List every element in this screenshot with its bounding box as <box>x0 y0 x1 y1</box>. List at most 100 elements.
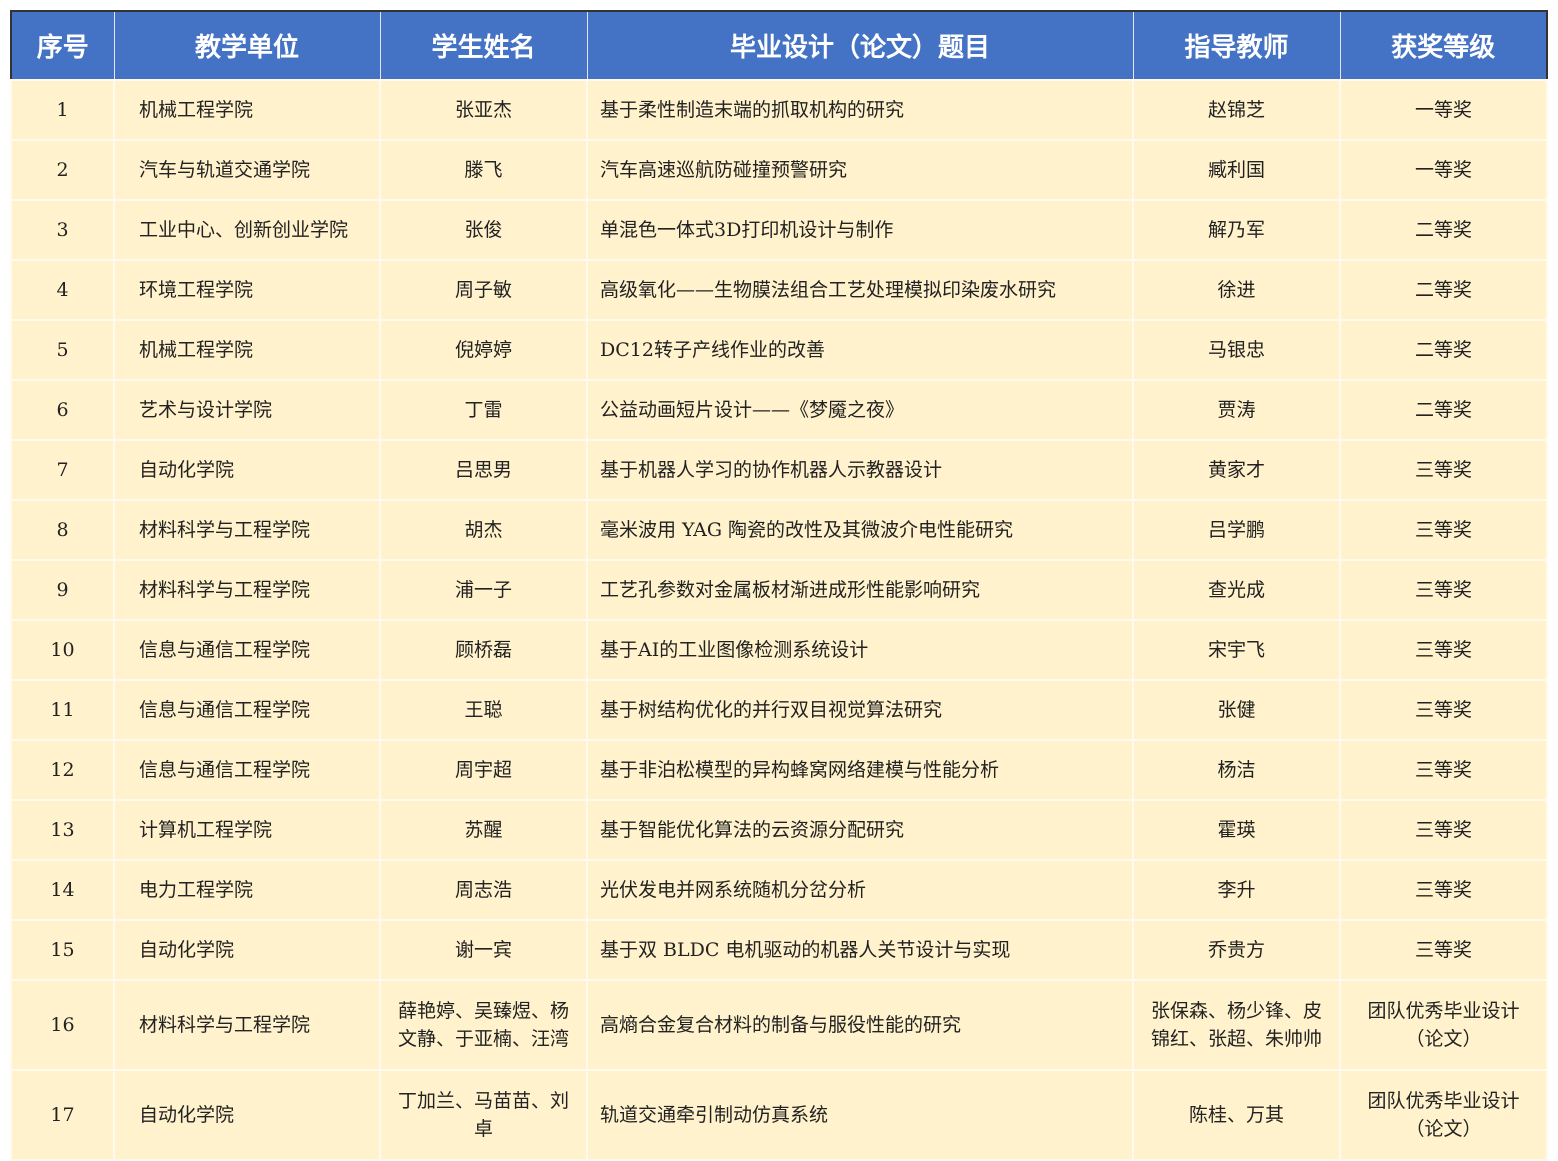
col-award-cell: 团队优秀毕业设计（论文） <box>1339 1069 1548 1161</box>
col-index-header: 序号 <box>10 10 115 81</box>
table-row: 10 信息与通信工程学院 顾桥磊 基于AI的工业图像检测系统设计 宋宇飞 三等奖 <box>10 619 1548 681</box>
col-index-cell: 6 <box>10 379 115 441</box>
col-title-cell: 毫米波用 YAG 陶瓷的改性及其微波介电性能研究 <box>586 499 1134 561</box>
col-title-header: 毕业设计（论文）题目 <box>586 10 1134 81</box>
col-student-cell: 周子敏 <box>379 259 588 321</box>
table-row: 14 电力工程学院 周志浩 光伏发电并网系统随机分岔分析 李升 三等奖 <box>10 859 1548 921</box>
col-unit-cell: 自动化学院 <box>113 919 381 981</box>
col-advisor-cell: 张保森、杨少锋、皮锦红、张超、朱帅帅 <box>1132 979 1341 1071</box>
table-row: 9 材料科学与工程学院 浦一子 工艺孔参数对金属板材渐进成形性能影响研究 查光成 三等奖 <box>10 559 1548 621</box>
col-title-cell: 基于双 BLDC 电机驱动的机器人关节设计与实现 <box>586 919 1134 981</box>
col-student-cell: 周宇超 <box>379 739 588 801</box>
col-unit-cell: 艺术与设计学院 <box>113 379 381 441</box>
col-advisor-cell: 马银忠 <box>1132 319 1341 381</box>
col-index-cell: 14 <box>10 859 115 921</box>
col-award-cell: 三等奖 <box>1339 559 1548 621</box>
col-title-cell: 基于树结构优化的并行双目视觉算法研究 <box>586 679 1134 741</box>
col-award-cell: 二等奖 <box>1339 199 1548 261</box>
col-index-cell: 4 <box>10 259 115 321</box>
col-student-cell: 张俊 <box>379 199 588 261</box>
col-student-cell: 浦一子 <box>379 559 588 621</box>
col-index-cell: 2 <box>10 139 115 201</box>
col-award-cell: 三等奖 <box>1339 619 1548 681</box>
col-advisor-cell: 霍瑛 <box>1132 799 1341 861</box>
col-unit-cell: 信息与通信工程学院 <box>113 619 381 681</box>
col-advisor-cell: 查光成 <box>1132 559 1341 621</box>
col-title-cell: 单混色一体式3D打印机设计与制作 <box>586 199 1134 261</box>
col-student-cell: 周志浩 <box>379 859 588 921</box>
col-unit-cell: 机械工程学院 <box>113 319 381 381</box>
col-index-cell: 10 <box>10 619 115 681</box>
col-unit-cell: 工业中心、创新创业学院 <box>113 199 381 261</box>
col-title-cell: DC12转子产线作业的改善 <box>586 319 1134 381</box>
col-unit-cell: 机械工程学院 <box>113 79 381 141</box>
table-row: 4 环境工程学院 周子敏 高级氧化——生物膜法组合工艺处理模拟印染废水研究 徐进 二等奖 <box>10 259 1548 321</box>
col-student-cell: 谢一宾 <box>379 919 588 981</box>
col-student-header: 学生姓名 <box>379 10 588 81</box>
col-title-cell: 公益动画短片设计——《梦魇之夜》 <box>586 379 1134 441</box>
col-advisor-cell: 徐进 <box>1132 259 1341 321</box>
col-unit-cell: 汽车与轨道交通学院 <box>113 139 381 201</box>
col-award-cell: 一等奖 <box>1339 139 1548 201</box>
col-student-cell: 吕思男 <box>379 439 588 501</box>
col-award-cell: 三等奖 <box>1339 799 1548 861</box>
col-award-cell: 二等奖 <box>1339 259 1548 321</box>
col-title-cell: 基于AI的工业图像检测系统设计 <box>586 619 1134 681</box>
col-unit-cell: 环境工程学院 <box>113 259 381 321</box>
col-unit-cell: 电力工程学院 <box>113 859 381 921</box>
col-index-cell: 1 <box>10 79 115 141</box>
col-unit-cell: 计算机工程学院 <box>113 799 381 861</box>
col-unit-cell: 信息与通信工程学院 <box>113 739 381 801</box>
table-row: 7 自动化学院 吕思男 基于机器人学习的协作机器人示教器设计 黄家才 三等奖 <box>10 439 1548 501</box>
col-student-cell: 张亚杰 <box>379 79 588 141</box>
table-row: 17 自动化学院 丁加兰、马苗苗、刘卓 轨道交通牵引制动仿真系统 陈桂、万其 团队优秀毕业… <box>10 1069 1548 1161</box>
col-advisor-cell: 赵锦芝 <box>1132 79 1341 141</box>
col-index-cell: 9 <box>10 559 115 621</box>
col-unit-cell: 材料科学与工程学院 <box>113 559 381 621</box>
table-row: 11 信息与通信工程学院 王聪 基于树结构优化的并行双目视觉算法研究 张健 三等奖 <box>10 679 1548 741</box>
col-title-cell: 高级氧化——生物膜法组合工艺处理模拟印染废水研究 <box>586 259 1134 321</box>
col-title-cell: 轨道交通牵引制动仿真系统 <box>586 1069 1134 1161</box>
col-student-cell: 顾桥磊 <box>379 619 588 681</box>
col-unit-cell: 材料科学与工程学院 <box>113 979 381 1071</box>
col-award-cell: 一等奖 <box>1339 79 1548 141</box>
col-title-cell: 工艺孔参数对金属板材渐进成形性能影响研究 <box>586 559 1134 621</box>
col-unit-cell: 自动化学院 <box>113 439 381 501</box>
col-index-cell: 5 <box>10 319 115 381</box>
col-award-header: 获奖等级 <box>1339 10 1548 81</box>
col-title-cell: 汽车高速巡航防碰撞预警研究 <box>586 139 1134 201</box>
col-title-cell: 基于非泊松模型的异构蜂窝网络建模与性能分析 <box>586 739 1134 801</box>
table-row: 5 机械工程学院 倪婷婷 DC12转子产线作业的改善 马银忠 二等奖 <box>10 319 1548 381</box>
col-advisor-cell: 宋宇飞 <box>1132 619 1341 681</box>
awards-table: 序号 教学单位 学生姓名 毕业设计（论文）题目 指导教师 获奖等级 1 机械工程学院 张亚杰基… <box>10 10 1548 1161</box>
col-title-cell: 基于柔性制造末端的抓取机构的研究 <box>586 79 1134 141</box>
col-student-cell: 滕飞 <box>379 139 588 201</box>
col-index-cell: 3 <box>10 199 115 261</box>
col-index-cell: 13 <box>10 799 115 861</box>
col-advisor-cell: 陈桂、万其 <box>1132 1069 1341 1161</box>
col-title-cell: 高熵合金复合材料的制备与服役性能的研究 <box>586 979 1134 1071</box>
col-award-cell: 三等奖 <box>1339 739 1548 801</box>
col-unit-cell: 信息与通信工程学院 <box>113 679 381 741</box>
col-index-cell: 15 <box>10 919 115 981</box>
col-student-cell: 倪婷婷 <box>379 319 588 381</box>
table-row: 13 计算机工程学院 苏醒 基于智能优化算法的云资源分配研究 霍瑛 三等奖 <box>10 799 1548 861</box>
col-index-cell: 12 <box>10 739 115 801</box>
col-student-cell: 薛艳婷、吴臻煜、杨文静、于亚楠、汪湾 <box>379 979 588 1071</box>
table-row: 6 艺术与设计学院 丁雷 公益动画短片设计——《梦魇之夜》 贾涛 二等奖 <box>10 379 1548 441</box>
col-student-cell: 王聪 <box>379 679 588 741</box>
col-unit-header: 教学单位 <box>113 10 381 81</box>
col-award-cell: 二等奖 <box>1339 319 1548 381</box>
col-student-cell: 胡杰 <box>379 499 588 561</box>
col-award-cell: 三等奖 <box>1339 859 1548 921</box>
col-award-cell: 三等奖 <box>1339 919 1548 981</box>
col-award-cell: 团队优秀毕业设计（论文） <box>1339 979 1548 1071</box>
col-index-cell: 16 <box>10 979 115 1071</box>
col-advisor-cell: 杨洁 <box>1132 739 1341 801</box>
col-advisor-cell: 李升 <box>1132 859 1341 921</box>
col-advisor-header: 指导教师 <box>1132 10 1341 81</box>
col-title-cell: 基于智能优化算法的云资源分配研究 <box>586 799 1134 861</box>
table-row: 15 自动化学院 谢一宾 基于双 BLDC 电机驱动的机器人关节设计与实现 乔贵方 三等奖 <box>10 919 1548 981</box>
col-index-cell: 11 <box>10 679 115 741</box>
col-title-cell: 基于机器人学习的协作机器人示教器设计 <box>586 439 1134 501</box>
